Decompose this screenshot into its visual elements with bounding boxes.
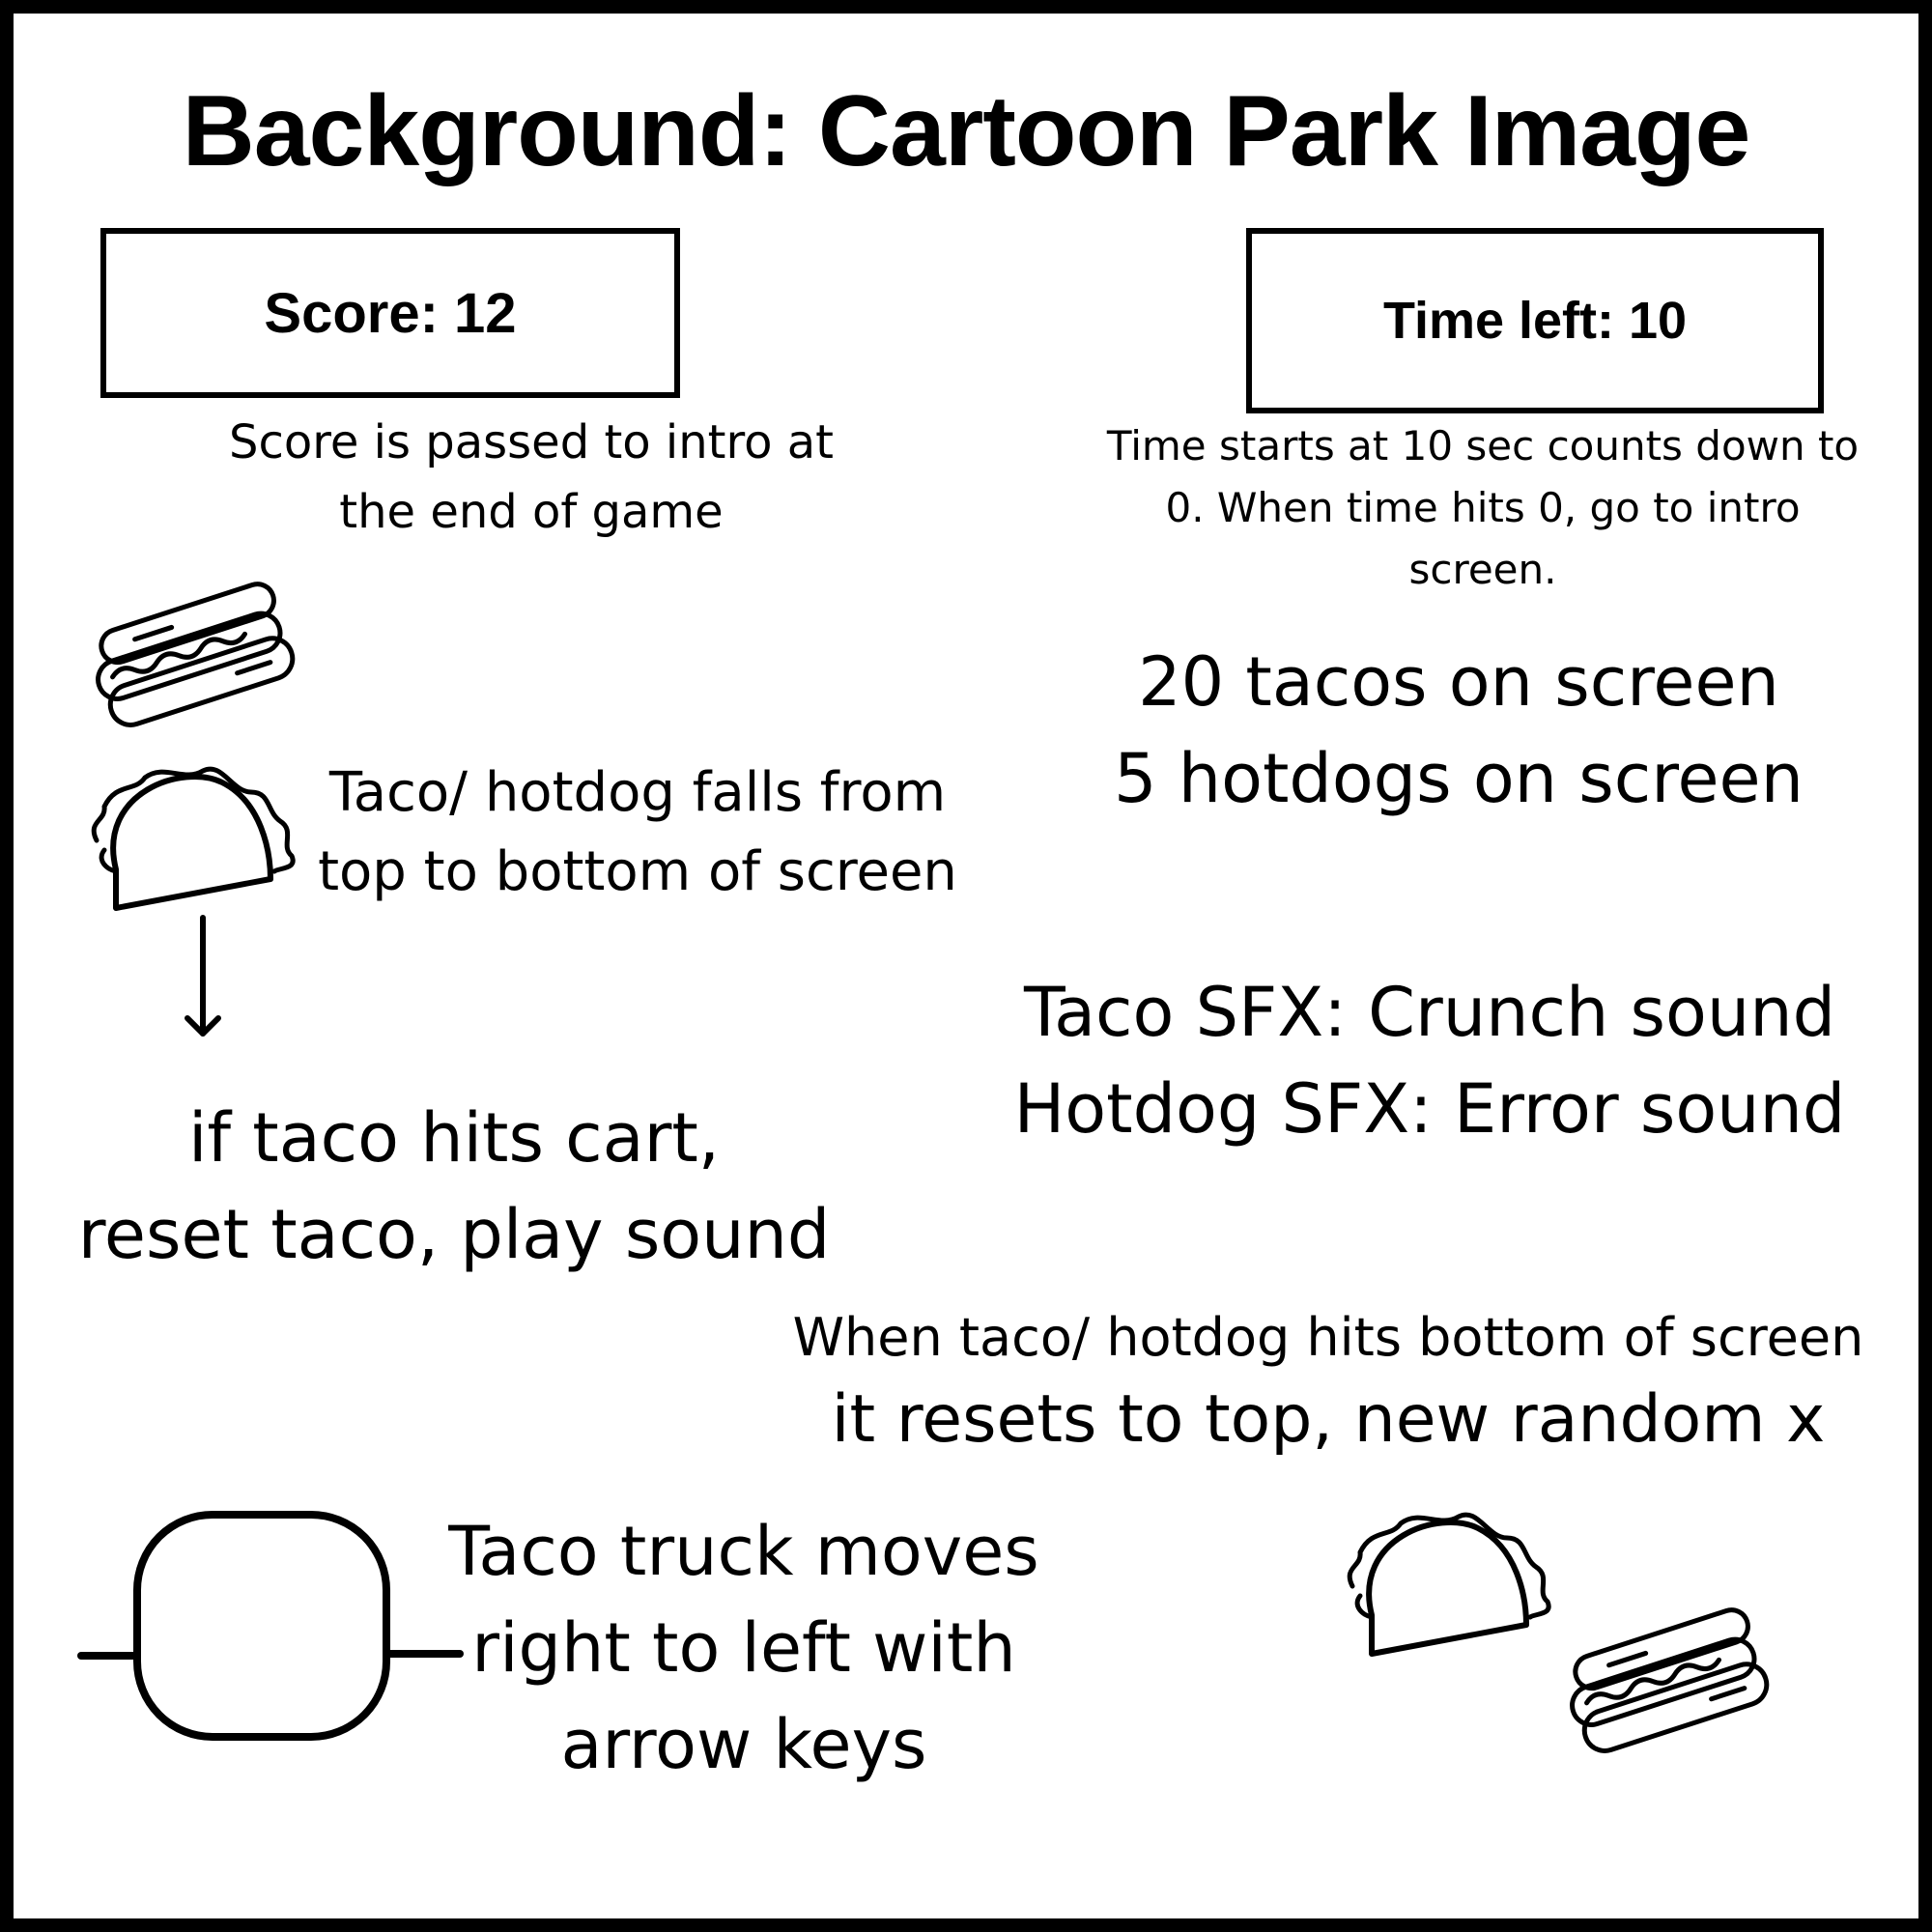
hotdog-icon xyxy=(96,582,296,727)
collision-note: if taco hits cart, reset taco, play soun… xyxy=(58,1090,850,1283)
counts-note-line: 5 hotdogs on screen xyxy=(1114,739,1804,818)
falling-note: Taco/ hotdog falls from top to bottom of… xyxy=(290,753,985,912)
score-label: Score: 12 xyxy=(264,281,517,345)
cart-icon xyxy=(77,1511,464,1741)
timer-display: Time left: 10 xyxy=(1246,228,1824,413)
reset-note-line: it resets to top, new random x xyxy=(831,1381,1826,1458)
truck-note-line: right to left with xyxy=(471,1608,1016,1688)
time-note-line: screen. xyxy=(1408,546,1557,593)
sfx-note: Taco SFX: Crunch sound Hotdog SFX: Error… xyxy=(995,964,1864,1157)
score-note: Score is passed to intro at the end of g… xyxy=(135,408,927,547)
hit-note-line: if taco hits cart, xyxy=(187,1098,721,1178)
time-left-label: Time left: 10 xyxy=(1382,292,1688,350)
truck-movement-note: Taco truck moves right to left with arro… xyxy=(415,1503,1072,1793)
fall-note-line: top to bottom of screen xyxy=(318,840,957,903)
sfx-note-line: Taco SFX: Crunch sound xyxy=(1023,973,1836,1052)
reset-note: When taco/ hotdog hits bottom of screen … xyxy=(773,1300,1884,1464)
hit-note-line: reset taco, play sound xyxy=(77,1195,831,1274)
truck-note-line: Taco truck moves xyxy=(448,1512,1039,1591)
truck-note-line: arrow keys xyxy=(560,1705,927,1784)
down-arrow-icon xyxy=(185,915,221,1037)
score-note-line: Score is passed to intro at xyxy=(228,415,834,469)
spawn-counts-note: 20 tacos on screen 5 hotdogs on screen xyxy=(1043,634,1874,827)
fall-note-line: Taco/ hotdog falls from xyxy=(328,761,947,824)
sfx-note-line: Hotdog SFX: Error sound xyxy=(1013,1069,1846,1149)
time-note: Time starts at 10 sec counts down to 0. … xyxy=(1063,415,1903,601)
counts-note-line: 20 tacos on screen xyxy=(1138,642,1779,722)
taco-icon xyxy=(91,766,296,911)
time-note-line: 0. When time hits 0, go to intro xyxy=(1165,484,1801,531)
reset-note-line: When taco/ hotdog hits bottom of screen xyxy=(792,1307,1864,1368)
taco-icon xyxy=(1347,1512,1551,1657)
page-title: Background: Cartoon Park Image xyxy=(182,75,1751,187)
score-display: Score: 12 xyxy=(100,228,680,398)
score-note-line: the end of game xyxy=(339,485,724,539)
hotdog-icon xyxy=(1570,1607,1770,1753)
time-note-line: Time starts at 10 sec counts down to xyxy=(1106,422,1860,469)
